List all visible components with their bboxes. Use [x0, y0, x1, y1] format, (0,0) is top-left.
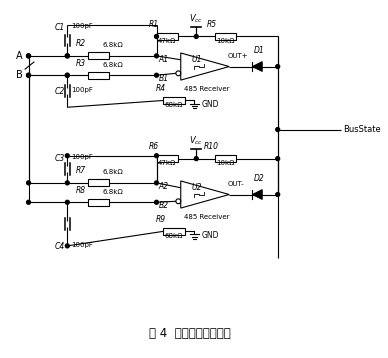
Text: C3: C3: [55, 154, 65, 163]
Circle shape: [27, 200, 31, 204]
Text: 47kΩ: 47kΩ: [158, 160, 177, 166]
Text: D1: D1: [254, 46, 265, 55]
Circle shape: [65, 73, 69, 77]
Text: $V_{cc}$: $V_{cc}$: [189, 13, 203, 25]
Circle shape: [27, 73, 31, 77]
Text: 图 4  总线状态判断逻辑: 图 4 总线状态判断逻辑: [149, 327, 230, 340]
Text: OUT+: OUT+: [227, 53, 248, 59]
Circle shape: [154, 154, 158, 158]
Text: C1: C1: [55, 23, 65, 32]
Bar: [215, 155, 236, 162]
Bar: [163, 97, 185, 104]
Text: 485 Receiver: 485 Receiver: [184, 86, 230, 92]
Circle shape: [65, 154, 69, 158]
Text: B1: B1: [158, 74, 168, 83]
Text: 68kΩ: 68kΩ: [165, 102, 183, 108]
Circle shape: [276, 64, 280, 68]
Text: D2: D2: [254, 174, 265, 183]
Text: 100pF: 100pF: [71, 242, 93, 248]
Polygon shape: [253, 62, 262, 71]
Circle shape: [65, 73, 69, 77]
Bar: [88, 53, 109, 59]
Circle shape: [154, 181, 158, 185]
Bar: [215, 33, 236, 40]
Text: R10: R10: [204, 142, 219, 151]
Text: C4: C4: [55, 242, 65, 251]
Text: 10kΩ: 10kΩ: [216, 38, 235, 44]
Text: 485 Receiver: 485 Receiver: [184, 214, 230, 220]
Text: R9: R9: [155, 214, 165, 224]
Circle shape: [65, 200, 69, 204]
Text: B: B: [16, 70, 23, 80]
Text: 6.8kΩ: 6.8kΩ: [102, 62, 123, 68]
Text: 68kΩ: 68kΩ: [165, 233, 183, 239]
Circle shape: [194, 34, 198, 38]
Text: R4: R4: [155, 84, 165, 93]
Circle shape: [154, 200, 158, 204]
Bar: [88, 199, 109, 205]
Circle shape: [65, 54, 69, 58]
Text: GND: GND: [202, 231, 220, 240]
Bar: [156, 33, 178, 40]
Circle shape: [27, 73, 31, 77]
Text: 100pF: 100pF: [71, 154, 93, 160]
Text: GND: GND: [202, 100, 220, 109]
Text: R2: R2: [76, 39, 86, 48]
Text: BusState: BusState: [343, 125, 380, 134]
Circle shape: [27, 54, 31, 58]
Circle shape: [65, 54, 69, 58]
Text: R6: R6: [149, 142, 159, 151]
Text: 100pF: 100pF: [71, 87, 93, 93]
Text: $V_{cc}$: $V_{cc}$: [189, 135, 203, 147]
Circle shape: [276, 193, 280, 197]
Text: 100pF: 100pF: [71, 23, 93, 29]
Text: R5: R5: [207, 20, 217, 29]
Bar: [88, 72, 109, 79]
Text: C2: C2: [55, 87, 65, 96]
Text: 10kΩ: 10kΩ: [216, 160, 235, 166]
Circle shape: [27, 54, 31, 58]
Text: U2: U2: [192, 183, 203, 192]
Circle shape: [27, 181, 31, 185]
Circle shape: [154, 73, 158, 77]
Text: A2: A2: [158, 182, 168, 191]
Circle shape: [65, 181, 69, 185]
Text: 47kΩ: 47kΩ: [158, 38, 177, 44]
Text: R3: R3: [76, 58, 86, 68]
Text: U1: U1: [192, 55, 203, 64]
Circle shape: [154, 34, 158, 38]
Text: R8: R8: [76, 185, 86, 194]
Polygon shape: [253, 190, 262, 199]
Text: A1: A1: [158, 55, 168, 64]
Text: B2: B2: [158, 201, 168, 210]
Text: 6.8kΩ: 6.8kΩ: [102, 189, 123, 194]
Circle shape: [194, 157, 198, 161]
Bar: [156, 155, 178, 162]
Text: R1: R1: [149, 20, 159, 29]
Text: OUT-: OUT-: [227, 181, 244, 187]
Bar: [88, 179, 109, 186]
Circle shape: [276, 157, 280, 161]
Circle shape: [276, 127, 280, 131]
Circle shape: [65, 244, 69, 248]
Bar: [163, 228, 185, 235]
Text: 6.8kΩ: 6.8kΩ: [102, 42, 123, 48]
Text: A: A: [16, 51, 23, 61]
Text: R7: R7: [76, 166, 86, 175]
Text: 6.8kΩ: 6.8kΩ: [102, 169, 123, 175]
Circle shape: [154, 54, 158, 58]
